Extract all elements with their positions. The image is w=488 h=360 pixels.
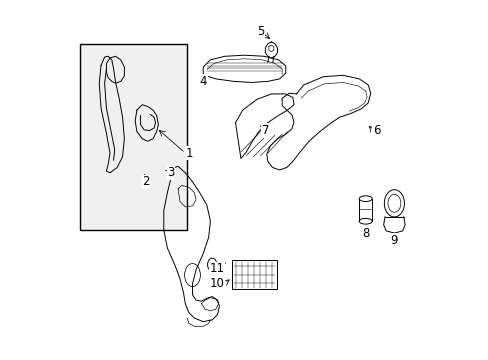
Text: 11: 11: [209, 262, 224, 275]
Text: 5: 5: [256, 25, 264, 38]
Text: 10: 10: [209, 277, 224, 290]
Text: 2: 2: [142, 175, 149, 188]
Text: 4: 4: [199, 75, 206, 88]
Text: 9: 9: [390, 234, 397, 247]
Text: 8: 8: [361, 226, 368, 239]
Text: 1: 1: [185, 147, 192, 159]
Bar: [231, 260, 276, 289]
Bar: [80, 44, 187, 230]
Text: 3: 3: [167, 166, 174, 179]
Text: 6: 6: [372, 124, 380, 137]
Text: 7: 7: [261, 124, 268, 137]
